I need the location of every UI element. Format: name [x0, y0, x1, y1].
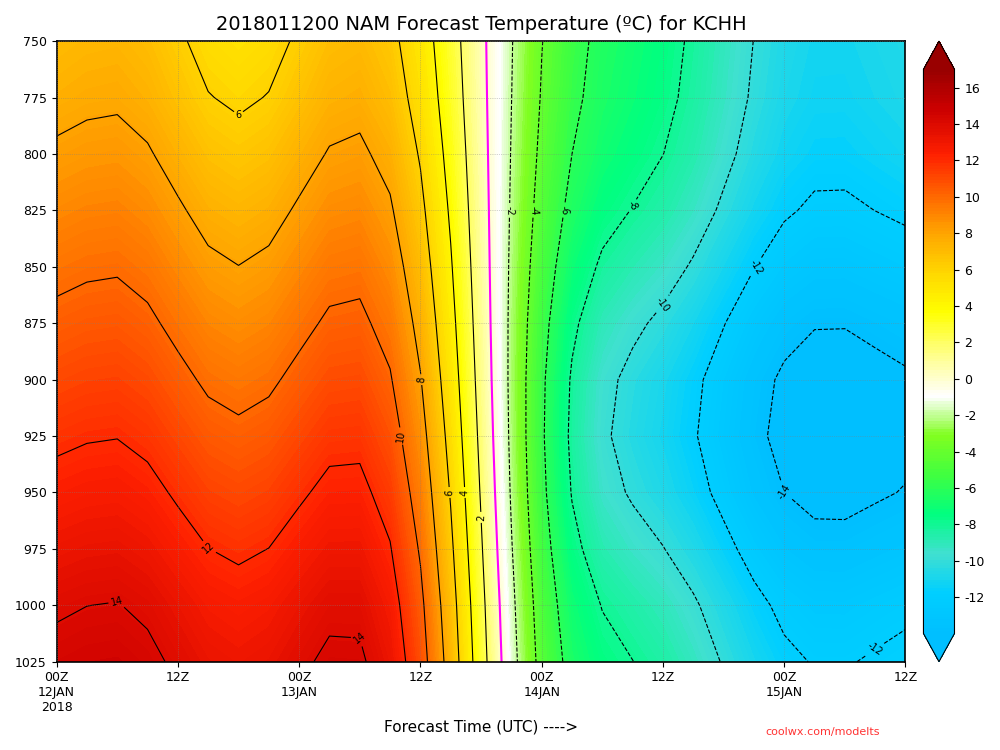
- Text: 14: 14: [110, 596, 124, 608]
- Text: 8: 8: [416, 376, 426, 383]
- Text: 4: 4: [460, 489, 470, 496]
- Text: -10: -10: [654, 296, 672, 314]
- Text: 2: 2: [476, 514, 486, 520]
- Text: -2: -2: [504, 206, 515, 215]
- Text: coolwx.com/modelts: coolwx.com/modelts: [766, 727, 880, 737]
- PathPatch shape: [923, 41, 954, 69]
- Text: 14: 14: [352, 630, 368, 646]
- PathPatch shape: [923, 634, 954, 662]
- X-axis label: Forecast Time (UTC) ---->: Forecast Time (UTC) ---->: [384, 720, 578, 735]
- Text: 6: 6: [444, 489, 455, 496]
- Text: 12: 12: [200, 540, 216, 556]
- Text: -6: -6: [558, 205, 570, 216]
- Text: -14: -14: [776, 483, 793, 502]
- Title: 2018011200 NAM Forecast Temperature (ºC) for KCHH: 2018011200 NAM Forecast Temperature (ºC)…: [216, 15, 746, 34]
- Text: 6: 6: [235, 110, 242, 120]
- Text: -8: -8: [626, 199, 639, 212]
- Text: -4: -4: [528, 206, 539, 215]
- Text: -12: -12: [747, 257, 764, 276]
- Text: -12: -12: [866, 640, 885, 658]
- Text: 10: 10: [395, 429, 407, 442]
